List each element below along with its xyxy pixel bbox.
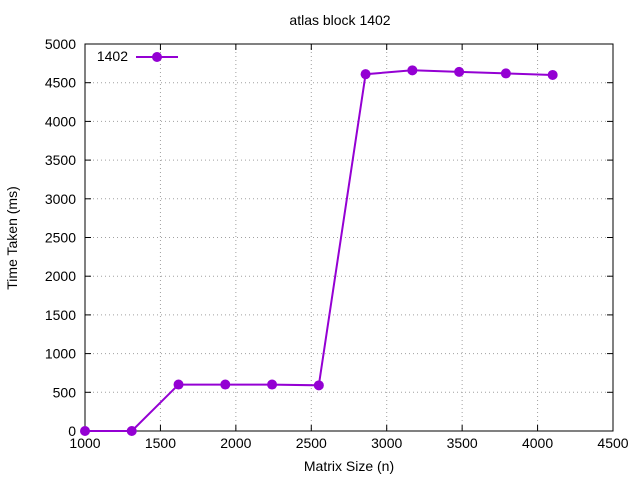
legend-marker-1402 <box>152 52 162 62</box>
y-axis-label: Time Taken (ms) <box>4 186 20 289</box>
data-point <box>80 426 90 436</box>
x-tick-label: 4000 <box>522 435 553 451</box>
legend-label-1402: 1402 <box>97 48 128 64</box>
x-tick-label: 4500 <box>597 435 628 451</box>
chart-title: atlas block 1402 <box>289 12 390 28</box>
y-tick-label: 1000 <box>45 346 76 362</box>
y-tick-label: 2500 <box>45 230 76 246</box>
x-tick-label: 1500 <box>145 435 176 451</box>
grid-lines <box>85 44 613 431</box>
x-tick-label: 2500 <box>296 435 327 451</box>
y-tick-label: 2000 <box>45 268 76 284</box>
y-tick-label: 5000 <box>45 36 76 52</box>
series-line-1402 <box>85 69 553 432</box>
data-point <box>173 379 184 390</box>
data-point <box>500 68 511 79</box>
y-tick-label: 500 <box>53 384 77 400</box>
x-tick-label: 3000 <box>371 435 402 451</box>
y-tick-label: 0 <box>68 423 76 439</box>
data-point <box>407 65 418 76</box>
y-tick-label: 3500 <box>45 152 76 168</box>
series-layer <box>80 65 558 436</box>
data-point <box>547 69 558 80</box>
data-point <box>454 66 465 77</box>
y-tick-label: 4500 <box>45 75 76 91</box>
x-tick-label: 2000 <box>220 435 251 451</box>
data-point <box>360 69 371 80</box>
y-tick-label: 3000 <box>45 191 76 207</box>
data-point <box>313 380 324 391</box>
x-axis-label: Matrix Size (n) <box>304 458 394 474</box>
x-tick-label: 3500 <box>447 435 478 451</box>
y-tick-label: 4000 <box>45 113 76 129</box>
data-point <box>267 379 278 390</box>
y-tick-label: 1500 <box>45 307 76 323</box>
x-tick-label: 1000 <box>69 435 100 451</box>
legend: 1402 <box>97 48 178 64</box>
axis-ticks: 0 500 1000 1500 2000 2500 3000 3500 4000 4500 5000… <box>45 36 629 451</box>
data-point <box>126 426 137 436</box>
data-point <box>220 379 231 390</box>
